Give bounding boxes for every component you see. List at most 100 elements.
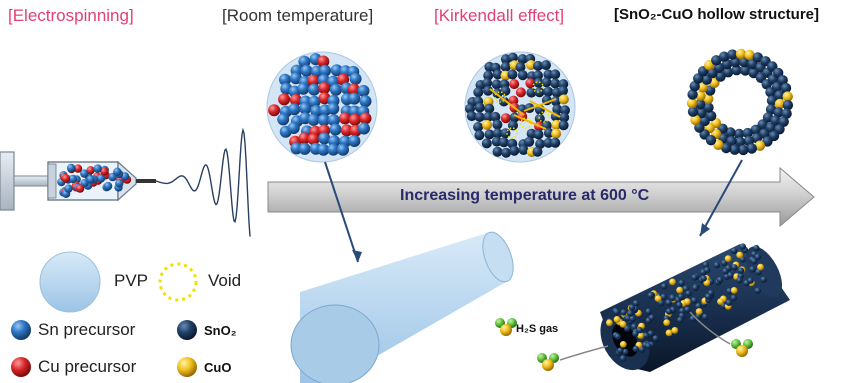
- sno2-particle: [750, 124, 761, 135]
- void-label: Void: [208, 271, 242, 290]
- cu-precursor-particle: [318, 82, 331, 95]
- sno2-particle: [483, 85, 493, 96]
- sno2-particle: [695, 302, 702, 310]
- sno2-particle: [731, 264, 738, 271]
- gas-flow-arrow: [689, 311, 731, 345]
- sno2-particle: [620, 309, 627, 316]
- sno2-particle: [645, 308, 652, 315]
- sn-precursor-particle: [348, 105, 361, 118]
- sn-precursor-particle: [288, 103, 301, 116]
- void-legend-swatch: [158, 262, 198, 302]
- void-marker: [532, 81, 544, 93]
- sulfur-atom: [500, 324, 512, 336]
- sno2-particle: [777, 75, 788, 86]
- sno2-particle: [713, 261, 721, 269]
- sno2-particle: [722, 268, 729, 275]
- sno2-particle: [647, 330, 654, 337]
- sno2-particle: [730, 294, 737, 302]
- sno2-particle: [750, 257, 758, 265]
- sno2-particle: [474, 112, 485, 122]
- cu-precursor-particle: [100, 167, 109, 176]
- sn-precursor-particle: [319, 64, 331, 77]
- sno2-particle: [619, 355, 627, 362]
- cu-precursor-icon: [11, 357, 31, 377]
- sno2-particle: [629, 315, 636, 322]
- sno2-particle: [725, 127, 736, 138]
- cu-precursor-particle: [339, 112, 351, 125]
- sno2-particle: [760, 276, 767, 283]
- sno2-particle: [691, 274, 698, 281]
- sno2-particle: [739, 57, 750, 68]
- sn-precursor-particle: [297, 82, 310, 95]
- sno2-particle: [689, 81, 700, 92]
- sno2-particle: [636, 327, 643, 334]
- sno2-particle: [676, 301, 683, 309]
- sn-precursor-particle: [327, 102, 340, 115]
- sno2-particle: [627, 310, 634, 317]
- sno2-particle: [711, 55, 722, 66]
- sno2-particle: [524, 136, 535, 147]
- sno2-particle: [665, 299, 672, 306]
- sno2-particle: [498, 137, 509, 148]
- sn-precursor-particle: [318, 114, 330, 127]
- sno2-particle: [702, 313, 709, 321]
- cuo-particle: [665, 329, 673, 337]
- sno2-particle: [518, 145, 529, 155]
- sno2-particle: [684, 306, 691, 313]
- sno2-particle: [492, 119, 503, 130]
- sno2-particle: [682, 285, 689, 292]
- sno2-icon: [177, 320, 197, 340]
- sno2-particle: [721, 259, 728, 267]
- cu-precursor-particle: [289, 94, 302, 106]
- sn-precursor-particle: [64, 184, 73, 193]
- sno2-particle: [678, 279, 685, 287]
- sno2-particle: [481, 138, 492, 149]
- sno2-particle: [558, 85, 568, 96]
- pointer-arrowhead: [700, 223, 710, 236]
- sno2-particle: [482, 78, 493, 88]
- sno2-particle: [692, 284, 699, 291]
- sno2-particle: [731, 247, 738, 254]
- step-label-kirkendall-effect: [Kirkendall effect]: [434, 6, 565, 25]
- sn-precursor-particle: [277, 113, 290, 126]
- sno2-particle: [509, 112, 520, 123]
- sno2-particle: [648, 314, 655, 321]
- cuo-particle: [730, 287, 738, 294]
- sno2-particle: [677, 293, 685, 300]
- sno2-particle: [484, 129, 495, 140]
- cu-precursor-particle: [515, 87, 526, 98]
- sno2-particle: [747, 277, 754, 284]
- sno2-particle: [774, 90, 785, 101]
- sno2-particle: [517, 70, 528, 81]
- sno2-particle: [533, 60, 543, 71]
- sno2-particle: [725, 299, 733, 306]
- sno2-particle: [687, 89, 698, 100]
- sno2-particle: [700, 275, 707, 282]
- sno2-particle: [614, 333, 621, 340]
- sno2-particle: [782, 100, 794, 111]
- sn-precursor-particle: [357, 84, 370, 97]
- sno2-particle: [687, 106, 699, 117]
- sn-precursor-particle: [299, 102, 312, 115]
- sno2-particle: [535, 139, 546, 149]
- pointer-arrowhead: [352, 250, 362, 262]
- cuo-label: CuO: [204, 360, 232, 375]
- cu-precursor-particle: [500, 113, 511, 124]
- sno2-particle: [704, 293, 712, 300]
- sn-precursor-particle: [298, 142, 311, 155]
- sn-precursor-particle: [96, 174, 106, 183]
- sno2-particle: [749, 266, 756, 273]
- kirkendall-particle: [464, 51, 576, 163]
- hollow-particle: [686, 48, 794, 156]
- sno2-particle: [731, 65, 742, 76]
- cuo-particle: [683, 298, 691, 306]
- sn-precursor-particle: [329, 123, 342, 136]
- sno2-particle: [716, 276, 724, 284]
- sn-precursor-particle: [289, 72, 302, 85]
- sno2-particle: [746, 143, 757, 154]
- syringe: [0, 151, 156, 211]
- sno2-particle: [735, 136, 746, 148]
- sno2-particle: [754, 253, 761, 261]
- cu-precursor-particle: [75, 184, 85, 193]
